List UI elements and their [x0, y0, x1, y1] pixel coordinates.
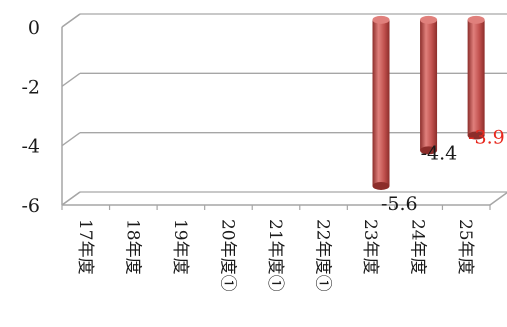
bar-base: [420, 146, 438, 155]
grid-line-depth: [61, 72, 81, 87]
data-label: -3.9: [468, 127, 505, 149]
bar-top: [372, 15, 390, 24]
bar-top: [467, 15, 485, 24]
bar-base: [467, 131, 485, 140]
grid-lines: [61, 13, 507, 210]
bar-top: [420, 15, 438, 24]
x-tick-label: 23年度: [360, 219, 380, 275]
bar-base: [372, 181, 390, 190]
x-tick-label: 17年度: [75, 219, 95, 275]
x-tick-label: 25年度: [455, 219, 475, 275]
x-tick-label: 22年度①: [313, 219, 333, 292]
x-axis-ticks: 17年度 18年度 19年度 20年度① 21年度① 22年度① 23年度 24年度 25年度: [75, 219, 475, 292]
x-tick-label: 18年度: [122, 219, 142, 275]
grid-line-depth: [61, 13, 81, 28]
y-tick-label: 0: [28, 17, 40, 39]
data-label: -5.6: [381, 193, 418, 215]
grid-line-depth: [61, 132, 81, 147]
y-tick-label: -6: [21, 195, 40, 217]
bar: [467, 19, 485, 136]
bar: [420, 19, 438, 151]
x-tick-label: 21年度①: [265, 219, 285, 292]
y-tick-label: -4: [21, 136, 40, 158]
data-labels: -5.6 -4.4 -3.9: [381, 127, 505, 215]
floor-edge-right: [489, 191, 507, 206]
x-tick-label: 24年度: [408, 219, 428, 275]
grid-line-depth: [61, 191, 81, 206]
data-label: -4.4: [421, 142, 458, 164]
x-tick-label: 19年度: [170, 219, 190, 275]
x-tick-label: 20年度①: [217, 219, 237, 292]
y-tick-label: -2: [21, 76, 40, 98]
bars: [372, 15, 485, 190]
y-axis-ticks: 0 -2 -4 -6: [21, 17, 40, 217]
bar: [372, 19, 390, 186]
